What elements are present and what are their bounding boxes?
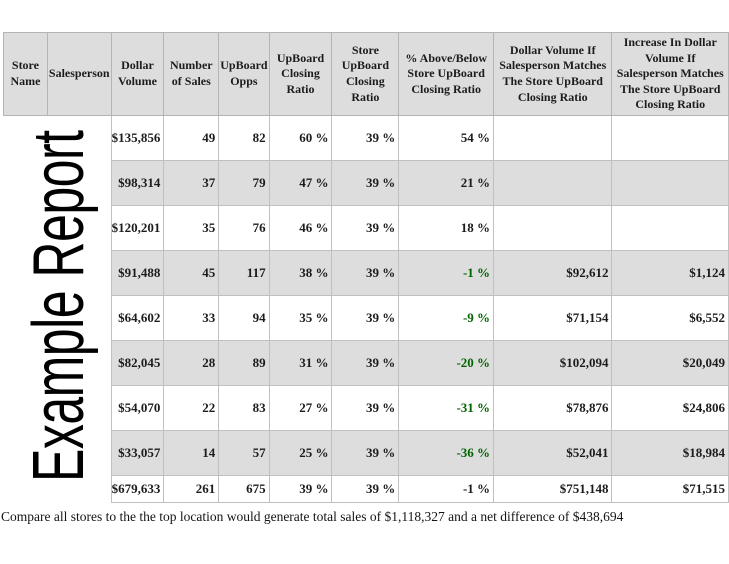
cell-store-closing-ratio: 39 % [331,250,400,296]
cell-dollar-volume: $98,314 [110,160,165,206]
cell-upboard-opps: 82 [218,115,270,161]
header-upboard-closing-ratio: UpBoard Closing Ratio [268,32,333,116]
cell-upboard-opps: 57 [218,430,270,476]
cell-number-of-sales: 33 [163,295,220,341]
table-row: $64,602 33 94 35 % 39 % -9 % $71,154 $6,… [4,295,729,341]
cell-above-below: -1 % [398,250,495,296]
table-row: $135,856 49 82 60 % 39 % 54 % [3,115,729,503]
table-row: $54,070 22 83 27 % 39 % -31 % $78,876 $2… [4,385,729,431]
header-row: Store Name Salesperson Dollar Volume Num… [3,32,729,116]
cell-closing-ratio: 31 % [268,340,333,386]
cell-above-below: -9 % [398,295,495,341]
cell-store-closing-ratio: 39 % [331,385,400,431]
cell-store-closing-ratio: 39 % [331,115,400,161]
cell-dollar-if-match [493,205,613,251]
cell-dollar-volume: $120,201 [110,205,165,251]
cell-above-below: 18 % [398,205,495,251]
cell-closing-ratio: 35 % [268,295,333,341]
cell-increase [611,115,729,161]
cell-closing-ratio: 47 % [268,160,333,206]
cell-dollar-if-match: $92,612 [493,250,613,296]
header-upboard-opps: UpBoard Opps [218,32,270,116]
header-store-upboard-closing-ratio: Store UpBoard Closing Ratio [331,32,400,116]
cell-store-closing-ratio: 39 % [331,340,400,386]
total-closing-ratio: 39 % [268,475,333,503]
cell-closing-ratio: 27 % [268,385,333,431]
comparison-summary-text: Compare all stores to the the top locati… [1,509,624,524]
cell-increase: $20,049 [611,340,729,386]
cell-dollar-if-match: $71,154 [493,295,613,341]
cell-closing-ratio: 25 % [268,430,333,476]
cell-store-closing-ratio: 39 % [331,160,400,206]
header-store-name: Store Name [3,32,48,116]
cell-number-of-sales: 28 [163,340,220,386]
cell-dollar-if-match [493,115,613,161]
cell-dollar-volume: $82,045 [110,340,165,386]
cell-number-of-sales: 37 [163,160,220,206]
report-table: Store Name Salesperson Dollar Volume Num… [3,32,729,503]
total-upboard-opps: 675 [218,475,270,503]
total-increase: $71,515 [611,475,729,503]
cell-dollar-volume: $33,057 [110,430,165,476]
cell-number-of-sales: 14 [163,430,220,476]
total-number-of-sales: 261 [163,475,220,503]
table-row: $91,488 45 117 38 % 39 % -1 % $92,612 $1… [4,250,729,296]
cell-store-closing-ratio: 39 % [331,295,400,341]
cell-closing-ratio: 38 % [268,250,333,296]
table-row: $120,201 35 76 46 % 39 % 18 % [4,205,729,251]
cell-store-closing-ratio: 39 % [331,430,400,476]
cell-store-closing-ratio: 39 % [331,205,400,251]
cell-upboard-opps: 89 [218,340,270,386]
cell-dollar-if-match: $52,041 [493,430,613,476]
cell-increase [611,205,729,251]
table-row: $33,057 14 57 25 % 39 % -36 % $52,041 $1… [4,430,729,476]
watermark-area [3,115,112,503]
cell-dollar-volume: $135,856 [110,115,165,161]
table-row: $82,045 28 89 31 % 39 % -20 % $102,094 $… [4,340,729,386]
cell-dollar-if-match [493,160,613,206]
cell-dollar-volume: $54,070 [110,385,165,431]
cell-above-below: -31 % [398,385,495,431]
cell-dollar-volume: $91,488 [110,250,165,296]
header-pct-above-below: % Above/Below Store UpBoard Closing Rati… [398,32,495,116]
cell-closing-ratio: 60 % [268,115,333,161]
cell-increase: $1,124 [611,250,729,296]
cell-closing-ratio: 46 % [268,205,333,251]
totals-row: $679,633 261 675 39 % 39 % -1 % $751,148… [4,475,729,503]
cell-number-of-sales: 49 [163,115,220,161]
header-number-of-sales: Number of Sales [163,32,220,116]
cell-dollar-if-match: $102,094 [493,340,613,386]
cell-dollar-if-match: $78,876 [493,385,613,431]
total-dollar-volume: $679,633 [110,475,165,503]
cell-increase: $24,806 [611,385,729,431]
total-above-below: -1 % [398,475,495,503]
header-dollar-volume: Dollar Volume [110,32,165,116]
total-store-closing-ratio: 39 % [331,475,400,503]
cell-upboard-opps: 117 [218,250,270,296]
header-dollar-volume-if-match: Dollar Volume If Salesperson Matches The… [493,32,613,116]
cell-upboard-opps: 83 [218,385,270,431]
cell-increase: $18,984 [611,430,729,476]
cell-above-below: -20 % [398,340,495,386]
cell-upboard-opps: 94 [218,295,270,341]
total-dollar-if-match: $751,148 [493,475,613,503]
cell-dollar-volume: $64,602 [110,295,165,341]
cell-increase [611,160,729,206]
header-increase-if-match: Increase In Dollar Volume If Salesperson… [611,32,729,116]
cell-above-below: 21 % [398,160,495,206]
cell-increase: $6,552 [611,295,729,341]
cell-number-of-sales: 35 [163,205,220,251]
cell-above-below: 54 % [398,115,495,161]
header-salesperson: Salesperson [46,32,112,116]
cell-number-of-sales: 45 [163,250,220,296]
table-row: $98,314 37 79 47 % 39 % 21 % [4,160,729,206]
cell-upboard-opps: 79 [218,160,270,206]
cell-number-of-sales: 22 [163,385,220,431]
cell-above-below: -36 % [398,430,495,476]
cell-upboard-opps: 76 [218,205,270,251]
